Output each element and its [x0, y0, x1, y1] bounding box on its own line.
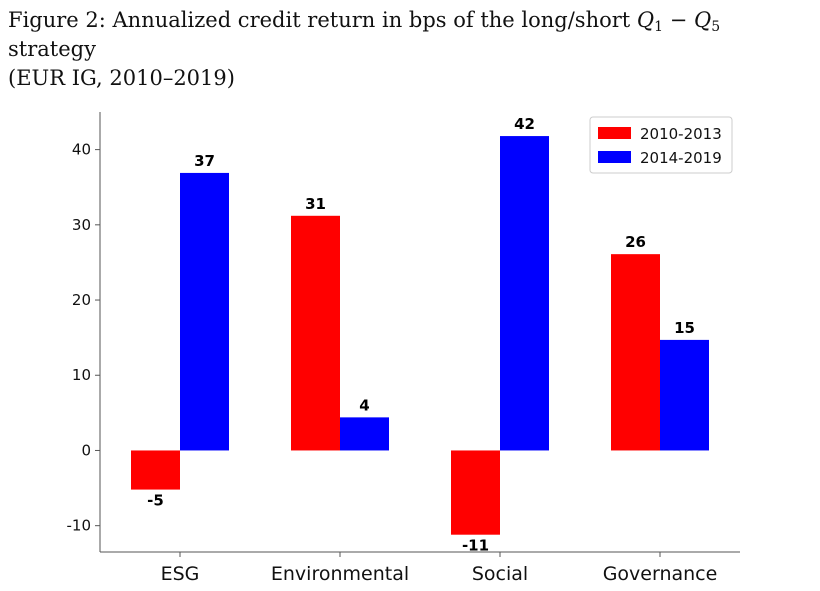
bar: [131, 450, 180, 490]
figure-caption: Figure 2: Annualized credit return in bp…: [8, 6, 813, 93]
bar: [611, 254, 660, 451]
bar: [660, 339, 709, 451]
caption-q5: Q5: [694, 8, 721, 35]
y-tick-label: 20: [72, 291, 91, 309]
data-label: 42: [514, 115, 535, 133]
x-tick-label: Governance: [603, 563, 718, 585]
data-label: -5: [147, 492, 164, 510]
caption-q1: Q1: [636, 8, 664, 35]
data-label: 26: [625, 233, 646, 251]
bar: [451, 450, 500, 535]
bar: [180, 172, 229, 451]
legend-swatch: [598, 127, 631, 139]
legend-label: 2010-2013: [640, 125, 722, 143]
caption-minus: −: [663, 8, 694, 32]
y-tick-label: 40: [72, 141, 91, 159]
y-tick-label: 10: [72, 366, 91, 384]
caption-subtitle: (EUR IG, 2010–2019): [8, 66, 235, 90]
y-tick-label: 30: [72, 216, 91, 234]
legend-label: 2014-2019: [640, 149, 722, 167]
bar: [340, 417, 389, 451]
data-label: -11: [462, 537, 489, 555]
y-tick-label: -10: [67, 517, 92, 535]
data-label: 15: [674, 319, 695, 337]
x-tick-label: Social: [472, 563, 528, 585]
data-label: 31: [305, 195, 326, 213]
x-tick-label: ESG: [161, 563, 200, 585]
caption-prefix: Figure 2: Annualized credit return in bp…: [8, 8, 637, 32]
data-label: 4: [359, 396, 369, 414]
bar: [291, 215, 340, 451]
caption-suffix: strategy: [8, 37, 96, 61]
legend-swatch: [598, 151, 631, 163]
data-label: 37: [194, 152, 215, 170]
bar: [500, 136, 549, 451]
y-tick-label: 0: [81, 441, 91, 459]
x-tick-label: Environmental: [271, 563, 409, 585]
